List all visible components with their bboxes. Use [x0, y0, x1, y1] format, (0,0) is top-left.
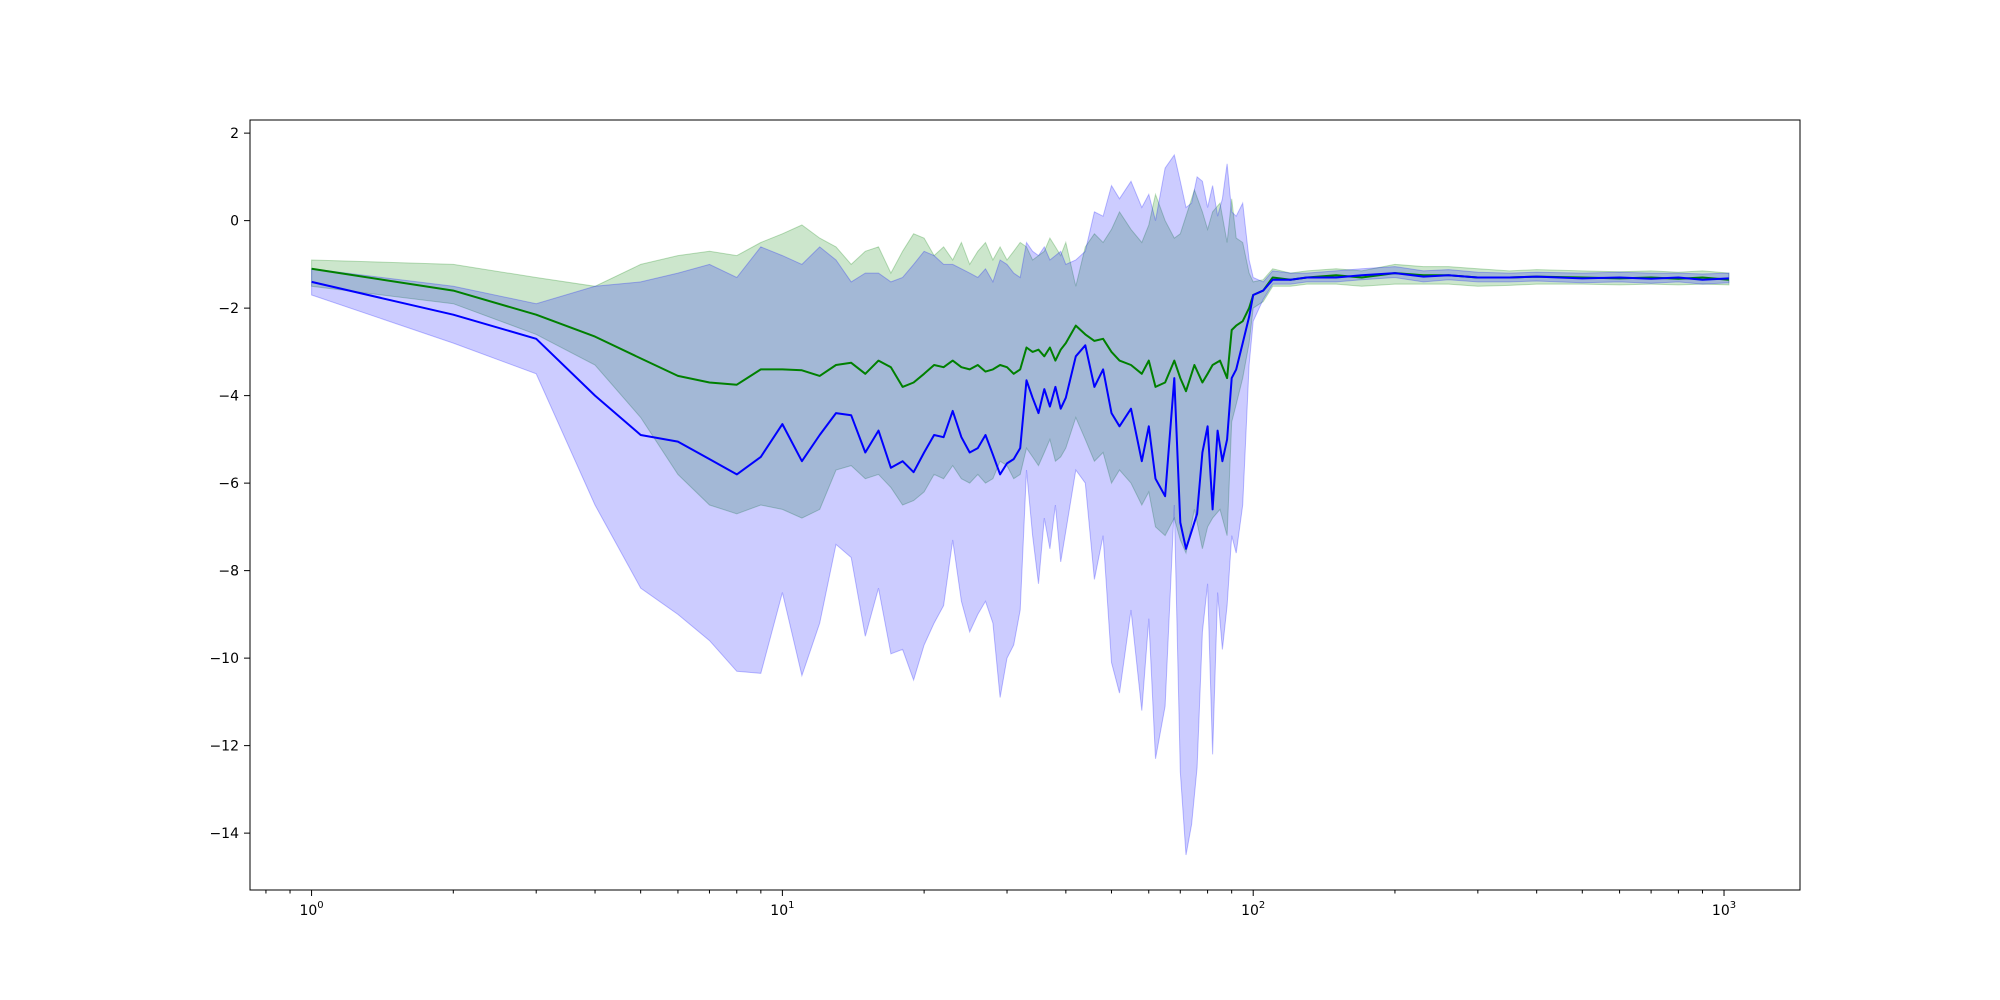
y-tick-label: −10 — [209, 651, 239, 667]
x-axis: 100 101 102 103 — [265, 890, 1736, 919]
y-axis: 2 0 −2 −4 −6 −8 −10 −12 −14 — [209, 126, 250, 842]
x-tick-label: 103 — [1712, 900, 1736, 919]
y-tick-label: −14 — [209, 826, 239, 842]
series-1-band — [311, 153, 1730, 856]
series-0-band — [311, 188, 1730, 555]
axes-frame — [249, 119, 1801, 891]
series-1-line — [311, 272, 1729, 550]
x-tick-label: 100 — [299, 900, 323, 919]
y-tick-label: −12 — [209, 739, 239, 755]
x-tick-label: 102 — [1241, 900, 1265, 919]
y-tick-label: −6 — [218, 476, 239, 492]
y-tick-label: −2 — [218, 301, 239, 317]
y-tick-label: 0 — [230, 214, 239, 230]
y-tick-label: −8 — [218, 564, 239, 580]
x-tick-label: 101 — [770, 900, 794, 919]
y-tick-label: 2 — [230, 126, 239, 142]
y-tick-label: −4 — [218, 389, 239, 405]
plot-area — [311, 153, 1730, 856]
